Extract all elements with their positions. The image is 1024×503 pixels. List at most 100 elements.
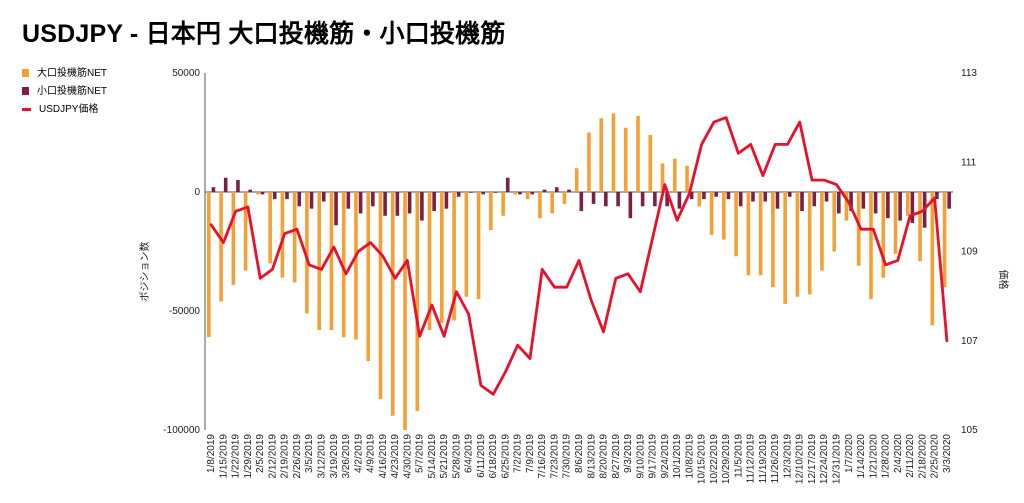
bar-small-speculators: [321, 192, 326, 202]
bar-large-speculators: [697, 192, 702, 207]
x-tick-label: 9/17/2019: [648, 434, 659, 479]
bar-small-speculators: [812, 192, 817, 207]
line-usdjpy-price: [209, 116, 949, 396]
bar-small-speculators: [469, 192, 473, 193]
bar-small-speculators: [518, 192, 522, 195]
bar-small-speculators: [248, 189, 253, 192]
legend-item-usdjpy-price: USDJPY価格: [22, 104, 119, 115]
bar-small-speculators: [677, 192, 682, 209]
bar-large-speculators: [390, 192, 395, 416]
bar-large-speculators: [243, 192, 248, 271]
right-tick-label: 113: [961, 68, 977, 79]
bar-small-speculators: [309, 192, 314, 209]
bar-large-speculators: [464, 192, 469, 297]
bar-small-speculators: [420, 192, 424, 221]
bar-large-speculators: [930, 192, 935, 326]
bar-small-speculators: [334, 192, 338, 226]
x-tick-label: 7/2/2019: [513, 434, 524, 473]
x-tick-label: 8/27/2019: [611, 434, 622, 479]
bar-small-speculators: [751, 192, 755, 202]
x-tick-label: 5/14/2019: [427, 434, 438, 479]
bar-large-speculators: [660, 163, 665, 192]
x-tick-label: 8/6/2019: [574, 434, 585, 473]
bar-small-speculators: [837, 192, 841, 214]
x-tick-label: 7/16/2019: [537, 434, 548, 479]
bar-large-speculators: [905, 192, 910, 216]
x-tick-label: 2/4/2020: [893, 434, 904, 473]
bar-small-speculators: [726, 192, 731, 200]
bar-small-speculators: [530, 192, 535, 195]
x-tick-label: 6/25/2019: [500, 434, 511, 479]
x-tick-label: 10/29/2019: [721, 434, 732, 484]
bar-large-speculators: [403, 192, 407, 430]
bar-large-speculators: [207, 192, 211, 338]
bar-small-speculators: [236, 180, 240, 192]
x-tick-label: 4/30/2019: [402, 434, 413, 479]
legend-item-small-speculators: 小口投機筋NET: [22, 86, 119, 97]
x-tick-label: 2/25/2020: [930, 434, 941, 479]
bar-small-speculators: [554, 187, 559, 192]
bar-small-speculators: [873, 192, 878, 214]
bar-small-speculators: [947, 192, 951, 209]
bar-large-speculators: [587, 132, 591, 192]
bar-small-speculators: [297, 192, 302, 207]
x-tick-label: 7/23/2019: [549, 434, 560, 479]
x-tick-label: 6/11/2019: [476, 434, 487, 478]
x-tick-label: 3/19/2019: [329, 434, 340, 479]
bar-large-speculators: [869, 192, 873, 300]
right-tick-label: 105: [961, 425, 978, 436]
x-tick-label: 2/19/2019: [280, 434, 291, 479]
left-tick-label: -50000: [169, 306, 201, 317]
bar-small-speculators: [407, 192, 412, 214]
bar-small-speculators: [738, 192, 743, 207]
bar-large-speculators: [771, 192, 775, 288]
x-tick-label: 7/30/2019: [562, 434, 573, 479]
x-tick-label: 5/21/2019: [439, 434, 450, 479]
x-tick-label: 12/3/2019: [782, 434, 793, 479]
bar-large-speculators: [231, 192, 236, 285]
bar-large-speculators: [268, 192, 272, 264]
bar-small-speculators: [505, 177, 510, 192]
bar-large-speculators: [562, 192, 567, 204]
bar-large-speculators: [292, 192, 297, 283]
bar-small-speculators: [493, 192, 498, 193]
bar-large-speculators: [354, 192, 358, 340]
bar-large-speculators: [415, 192, 420, 411]
x-tick-label: 10/1/2019: [672, 434, 683, 479]
bar-small-speculators: [898, 192, 902, 221]
bar-large-speculators: [219, 192, 223, 302]
bar-large-speculators: [623, 127, 628, 192]
bar-small-speculators: [211, 187, 216, 192]
x-tick-label: 1/29/2019: [243, 434, 254, 479]
x-tick-label: 12/10/2019: [795, 434, 806, 484]
bar-large-speculators: [305, 192, 309, 314]
bar-small-speculators: [702, 192, 706, 200]
x-tick-label: 1/14/2020: [856, 434, 867, 479]
bar-large-speculators: [329, 192, 334, 331]
bar-large-speculators: [672, 158, 677, 192]
bar-large-speculators: [856, 192, 861, 266]
right-tick-label: 111: [961, 157, 977, 168]
bar-small-speculators: [260, 192, 265, 195]
x-tick-label: 6/18/2019: [488, 434, 499, 479]
legend-item-large-speculators: 大口投機筋NET: [22, 68, 119, 79]
bar-large-speculators: [317, 192, 321, 331]
bar-small-speculators: [824, 192, 829, 202]
x-tick-label: 4/9/2019: [366, 434, 377, 473]
legend-label-large-speculators: 大口投機筋NET: [37, 68, 107, 79]
bar-large-speculators: [893, 192, 898, 254]
x-tick-label: 1/8/2019: [206, 434, 217, 473]
x-tick-label: 5/28/2019: [451, 434, 462, 479]
bar-small-speculators: [910, 192, 915, 223]
bar-small-speculators: [714, 192, 718, 197]
bar-large-speculators: [513, 192, 518, 195]
bar-large-speculators: [918, 192, 922, 262]
x-tick-label: 12/31/2019: [832, 434, 843, 484]
bar-large-speculators: [341, 192, 346, 338]
x-tick-label: 11/12/2019: [746, 434, 757, 484]
x-tick-label: 12/17/2019: [807, 434, 818, 484]
bar-small-speculators: [665, 192, 669, 207]
bar-large-speculators: [722, 192, 726, 240]
x-tick-label: 11/5/2019: [733, 434, 744, 478]
right-tick-label: 107: [961, 336, 978, 347]
